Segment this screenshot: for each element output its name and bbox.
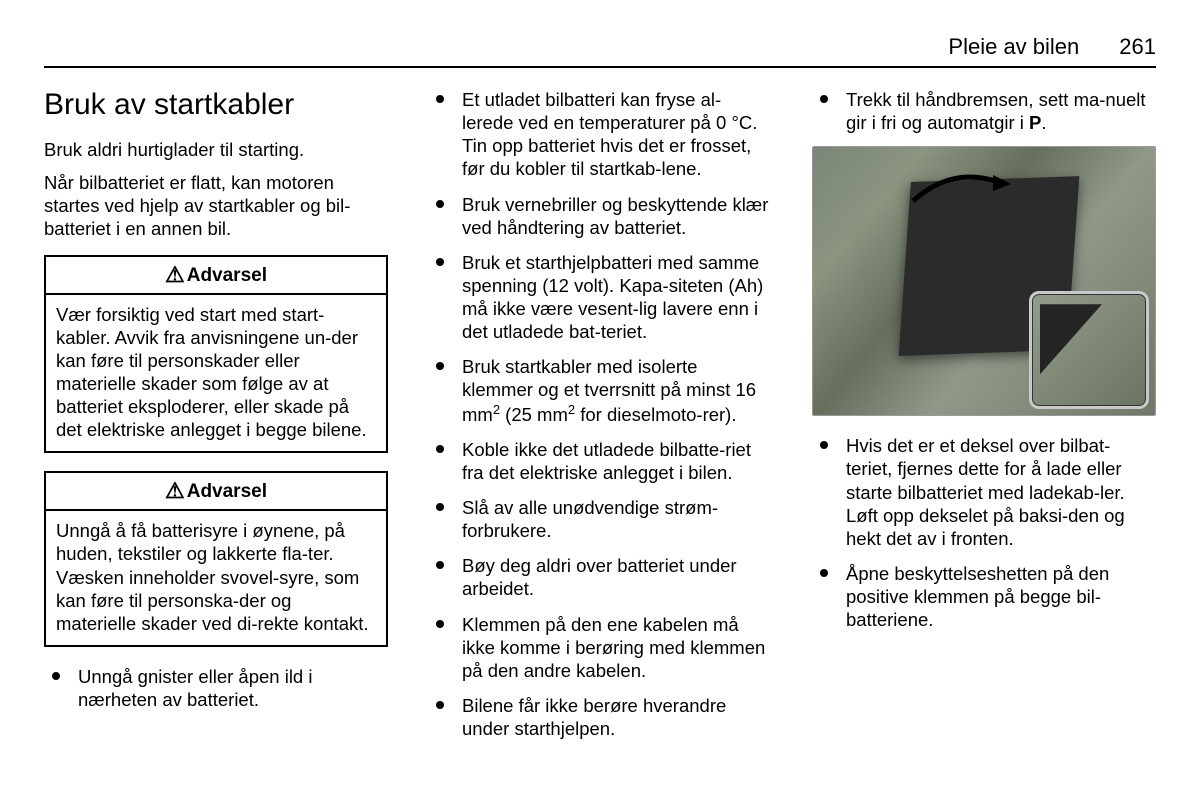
lift-arrow-icon	[893, 167, 1013, 207]
text: Trekk til håndbremsen, sett ma-nuelt gir…	[846, 89, 1146, 133]
superscript: 2	[568, 402, 575, 417]
bullet-list: Trekk til håndbremsen, sett ma-nuelt gir…	[812, 88, 1156, 134]
list-item: Hvis det er et deksel over bilbat-teriet…	[812, 434, 1156, 550]
warning-triangle-icon: ⚠	[165, 480, 185, 502]
list-item: Slå av alle unødvendige strøm-forbrukere…	[428, 496, 772, 542]
warning-box-2: ⚠Advarsel Unngå å få batterisyre i øynen…	[44, 471, 388, 647]
list-item: Klemmen på den ene kabelen må ikke komme…	[428, 613, 772, 682]
list-item: Bruk vernebriller og beskyttende klær ve…	[428, 193, 772, 239]
list-item: Koble ikke det utladede bilbatte-riet fr…	[428, 438, 772, 484]
header-section: Pleie av bilen	[948, 34, 1079, 60]
warning-heading: ⚠Advarsel	[46, 473, 386, 511]
list-item: Åpne beskyttelseshetten på den positive …	[812, 562, 1156, 631]
section-title: Bruk av startkabler	[44, 88, 388, 122]
list-item: Bilene får ikke berøre hverandre under s…	[428, 694, 772, 740]
bullet-list: Unngå gnister eller åpen ild i nærheten …	[44, 665, 388, 711]
column-2: Et utladet bilbatteri kan fryse al-lered…	[428, 88, 772, 752]
manual-page: Pleie av bilen 261 Bruk av startkabler B…	[0, 0, 1200, 802]
list-item: Trekk til håndbremsen, sett ma-nuelt gir…	[812, 88, 1156, 134]
three-column-layout: Bruk av startkabler Bruk aldri hurtiglad…	[44, 88, 1156, 752]
header-page-number: 261	[1119, 34, 1156, 60]
gear-p: P	[1029, 112, 1041, 133]
warning-heading: ⚠Advarsel	[46, 257, 386, 295]
column-1: Bruk av startkabler Bruk aldri hurtiglad…	[44, 88, 388, 752]
intro-paragraph-1: Bruk aldri hurtiglader til starting.	[44, 138, 388, 161]
warning-triangle-icon: ⚠	[165, 264, 185, 286]
cover-corner	[1040, 304, 1102, 374]
warning-label: Advarsel	[187, 265, 267, 286]
list-item: Bruk et starthjelpbatteri med samme spen…	[428, 251, 772, 344]
bullet-list: Et utladet bilbatteri kan fryse al-lered…	[428, 88, 772, 740]
warning-box-1: ⚠Advarsel Vær forsiktig ved start med st…	[44, 255, 388, 454]
warning-label: Advarsel	[187, 481, 267, 502]
superscript: 2	[493, 402, 500, 417]
warning-body: Vær forsiktig ved start med start-kabler…	[46, 295, 386, 452]
warning-body: Unngå å få batterisyre i øynene, på hude…	[46, 511, 386, 645]
text: for dieselmoto-rer).	[575, 404, 736, 425]
list-item: Bøy deg aldri over batteriet under arbei…	[428, 554, 772, 600]
list-item: Bruk startkabler med isolerte klemmer og…	[428, 355, 772, 426]
inset-detail	[1029, 291, 1149, 409]
column-3: Trekk til håndbremsen, sett ma-nuelt gir…	[812, 88, 1156, 752]
list-item: Unngå gnister eller åpen ild i nærheten …	[44, 665, 388, 711]
running-header: Pleie av bilen 261	[44, 34, 1156, 68]
list-item: Et utladet bilbatteri kan fryse al-lered…	[428, 88, 772, 181]
text: (25 mm	[500, 404, 568, 425]
text: .	[1041, 112, 1046, 133]
bullet-list: Hvis det er et deksel over bilbat-teriet…	[812, 434, 1156, 631]
intro-paragraph-2: Når bilbatteriet er flatt, kan motoren s…	[44, 171, 388, 240]
engine-battery-image	[812, 146, 1156, 416]
